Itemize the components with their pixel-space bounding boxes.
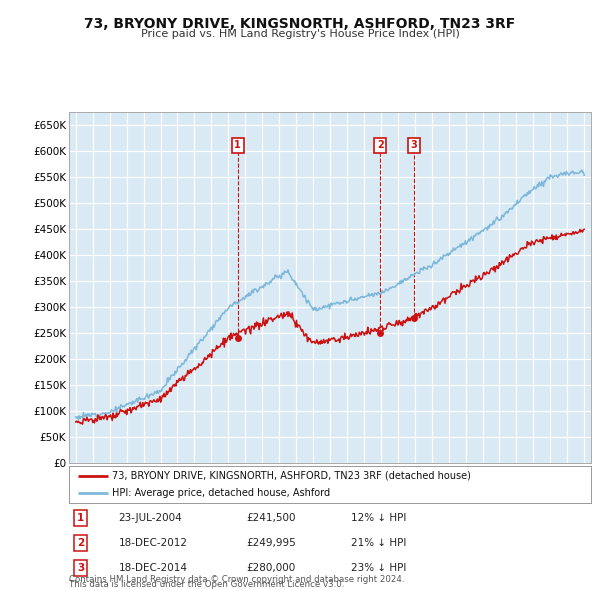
Text: 73, BRYONY DRIVE, KINGSNORTH, ASHFORD, TN23 3RF (detached house): 73, BRYONY DRIVE, KINGSNORTH, ASHFORD, T… [112, 471, 470, 481]
Text: 73, BRYONY DRIVE, KINGSNORTH, ASHFORD, TN23 3RF: 73, BRYONY DRIVE, KINGSNORTH, ASHFORD, T… [85, 17, 515, 31]
Text: Price paid vs. HM Land Registry's House Price Index (HPI): Price paid vs. HM Land Registry's House … [140, 29, 460, 39]
Text: 18-DEC-2014: 18-DEC-2014 [119, 563, 188, 573]
Text: 23-JUL-2004: 23-JUL-2004 [119, 513, 182, 523]
Text: HPI: Average price, detached house, Ashford: HPI: Average price, detached house, Ashf… [112, 488, 330, 498]
Text: 3: 3 [410, 140, 418, 150]
Text: 1: 1 [77, 513, 84, 523]
Text: 18-DEC-2012: 18-DEC-2012 [119, 538, 188, 548]
Text: 23% ↓ HPI: 23% ↓ HPI [351, 563, 406, 573]
Text: 12% ↓ HPI: 12% ↓ HPI [351, 513, 406, 523]
Text: 2: 2 [77, 538, 84, 548]
Text: 3: 3 [77, 563, 84, 573]
Text: This data is licensed under the Open Government Licence v3.0.: This data is licensed under the Open Gov… [69, 581, 344, 589]
Text: Contains HM Land Registry data © Crown copyright and database right 2024.: Contains HM Land Registry data © Crown c… [69, 575, 404, 584]
Text: 21% ↓ HPI: 21% ↓ HPI [351, 538, 406, 548]
Text: £280,000: £280,000 [247, 563, 296, 573]
Text: £241,500: £241,500 [247, 513, 296, 523]
Text: 1: 1 [234, 140, 241, 150]
Text: 2: 2 [377, 140, 383, 150]
Text: £249,995: £249,995 [247, 538, 296, 548]
